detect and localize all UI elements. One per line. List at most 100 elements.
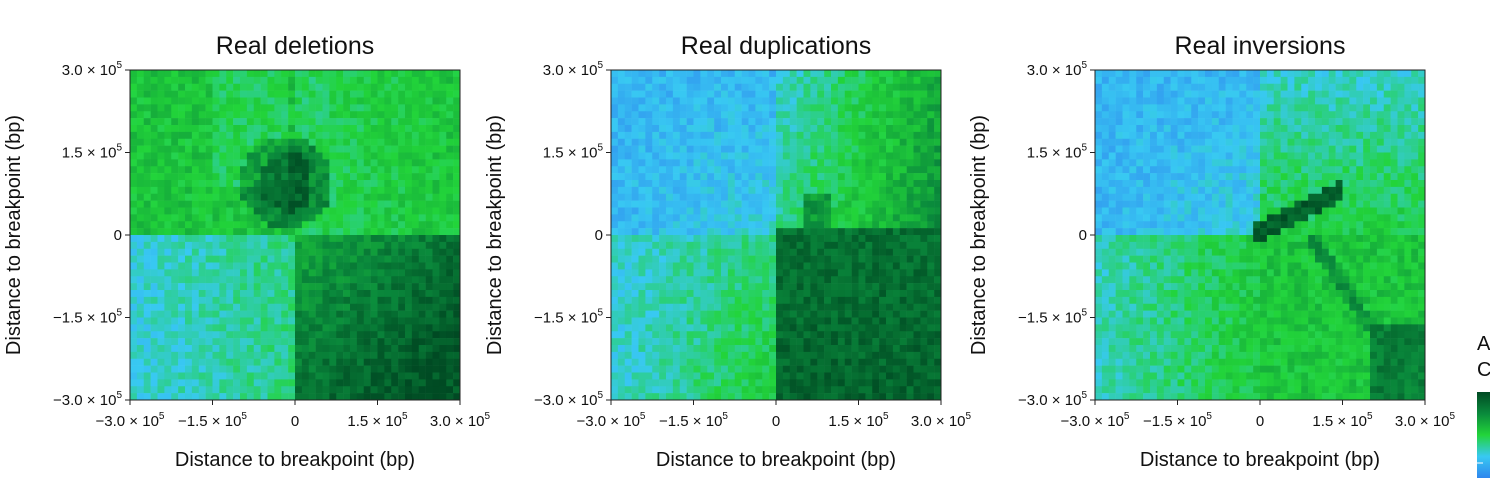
heatmap-cell: [143, 248, 151, 256]
heatmap-cell: [913, 111, 921, 119]
heatmap-cell: [789, 393, 797, 401]
heatmap-cell: [659, 365, 667, 373]
heatmap-cell: [432, 255, 440, 263]
heatmap-cell: [446, 269, 454, 277]
heatmap-cell: [329, 180, 337, 188]
heatmap-cell: [776, 276, 784, 284]
heatmap-cell: [913, 166, 921, 174]
heatmap-cell: [727, 180, 736, 188]
heatmap-cell: [906, 241, 914, 250]
heatmap-cell: [336, 235, 344, 243]
heatmap-cell: [288, 97, 296, 105]
heatmap-cell: [1129, 83, 1137, 91]
heatmap-cell: [700, 351, 708, 360]
heatmap-cell: [425, 118, 433, 126]
heatmap-cell: [253, 351, 261, 360]
heatmap-cell: [672, 159, 681, 167]
heatmap-cell: [782, 276, 791, 284]
heatmap-cell: [831, 351, 839, 360]
heatmap-cell: [377, 283, 385, 291]
heatmap-cell: [906, 214, 914, 222]
heatmap-cell: [824, 262, 832, 270]
heatmap-cell: [191, 365, 200, 373]
heatmap-cell: [391, 97, 399, 105]
heatmap-cell: [405, 200, 413, 208]
heatmap-cell: [906, 186, 914, 195]
heatmap-cell: [755, 228, 763, 236]
heatmap-cell: [185, 303, 193, 311]
heatmap-cell: [274, 125, 282, 133]
heatmap-cell: [693, 159, 701, 167]
heatmap-cell: [439, 207, 447, 215]
heatmap-cell: [377, 138, 385, 146]
heatmap-cell: [762, 228, 770, 236]
heatmap-cell: [693, 207, 701, 215]
heatmap-cell: [439, 90, 447, 98]
heatmap-cell: [411, 76, 420, 85]
heatmap-cell: [645, 118, 653, 126]
x-axis-label: Distance to breakpoint (bp): [175, 449, 415, 471]
heatmap-cell: [288, 303, 296, 311]
heatmap-cell: [782, 214, 791, 222]
heatmap-cell: [672, 372, 681, 380]
heatmap-cell: [748, 76, 756, 85]
heatmap-cell: [308, 214, 316, 222]
heatmap-cell: [831, 345, 839, 353]
heatmap-cell: [439, 70, 447, 78]
heatmap-cell: [1198, 111, 1206, 119]
heatmap-cell: [927, 173, 935, 181]
heatmap-cell: [1356, 97, 1364, 105]
heatmap-cell: [666, 379, 674, 387]
heatmap-cell: [233, 241, 241, 250]
heatmap-cell: [837, 386, 846, 394]
heatmap-cell: [686, 221, 694, 229]
heatmap-cell: [246, 125, 255, 133]
heatmap-cell: [872, 90, 880, 98]
heatmap-cell: [157, 310, 165, 318]
heatmap-cell: [734, 255, 742, 263]
heatmap-cell: [253, 159, 261, 167]
heatmap-cell: [762, 365, 770, 373]
heatmap-cell: [796, 255, 804, 263]
heatmap-cell: [1376, 104, 1385, 112]
heatmap-cell: [707, 338, 715, 346]
heatmap-cells: [1095, 70, 1426, 401]
heatmap-cell: [418, 269, 426, 277]
heatmap-cell: [776, 290, 784, 298]
heatmap-cell: [267, 379, 275, 387]
heatmap-cell: [143, 372, 151, 380]
heatmap-cell: [624, 317, 632, 325]
heatmap-cell: [446, 372, 454, 380]
heatmap-cell: [927, 255, 935, 263]
heatmap-cell: [205, 76, 213, 85]
heatmap-cell: [164, 338, 172, 346]
heatmap-cell: [405, 193, 413, 201]
heatmap-cell: [810, 97, 818, 105]
heatmap-cell: [453, 145, 461, 153]
heatmap-cell: [913, 70, 921, 78]
heatmap-cell: [831, 166, 839, 174]
heatmap-cell: [157, 152, 165, 160]
heatmap-cell: [295, 166, 303, 174]
heatmap-cell: [315, 118, 323, 126]
heatmap-cell: [212, 269, 220, 277]
heatmap-cell: [1170, 104, 1178, 112]
heatmap-cell: [906, 365, 914, 373]
heatmap-cell: [425, 131, 433, 140]
heatmap-cell: [755, 303, 763, 311]
heatmap-cell: [336, 111, 344, 119]
heatmap-cell: [803, 125, 811, 133]
heatmap-cell: [837, 372, 846, 380]
heatmap-cell: [844, 296, 852, 305]
heatmap-cell: [700, 276, 708, 284]
heatmap-cell: [789, 159, 797, 167]
heatmap-cell: [281, 310, 289, 318]
heatmap-cell: [136, 303, 145, 311]
heatmap-cell: [219, 145, 227, 153]
heatmap-cell: [157, 90, 165, 98]
heatmap-cell: [212, 345, 220, 353]
heatmap-cell: [240, 138, 248, 146]
heatmap-cell: [906, 235, 914, 243]
heatmap-cell: [789, 372, 797, 380]
heatmap-cell: [322, 317, 330, 325]
